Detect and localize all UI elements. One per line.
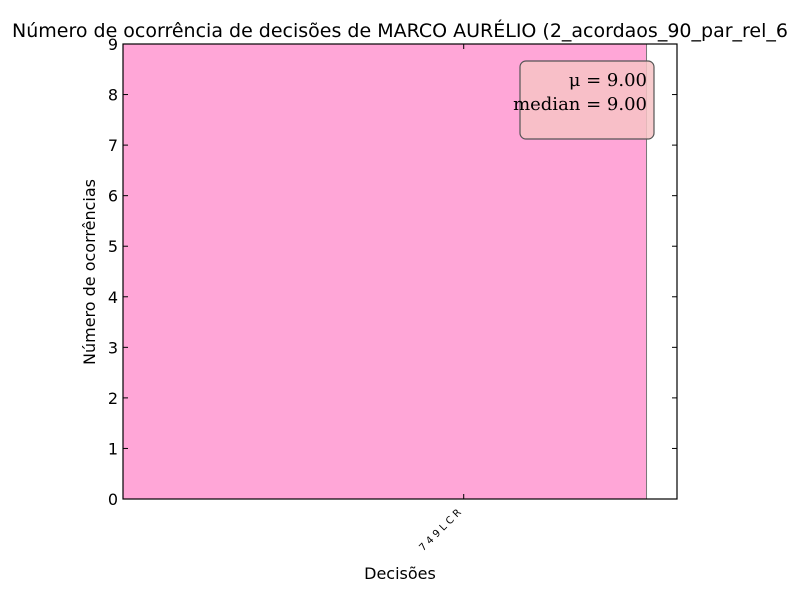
y-tick-label: 9 [108, 35, 118, 54]
x-axis-label: Decisões [364, 564, 436, 583]
stats-box-background [519, 60, 655, 140]
y-tick-label: 3 [108, 338, 118, 357]
y-tick-label: 5 [108, 237, 118, 256]
y-tick-label: 8 [108, 86, 118, 105]
y-tick-label: 0 [108, 490, 118, 509]
median-label: median = 9.00 [513, 94, 647, 115]
y-tick-label: 6 [108, 187, 118, 206]
y-tick-label: 2 [108, 389, 118, 408]
y-tick-label: 4 [108, 288, 118, 307]
x-tick-label: 7 4 9 L C R [418, 507, 464, 553]
mean-label: μ = 9.00 [569, 70, 647, 91]
y-axis-label: Número de ocorrências [80, 179, 99, 365]
y-tick-label: 1 [108, 439, 118, 458]
stats-box: μ = 9.00 median = 9.00 [513, 60, 655, 140]
chart-title: Número de ocorrência de decisões de MARC… [12, 19, 788, 42]
plot-border [122, 43, 678, 500]
y-axis-ticks: 0 1 2 3 4 5 6 7 8 9 [108, 35, 677, 509]
y-tick-label: 7 [108, 136, 118, 155]
